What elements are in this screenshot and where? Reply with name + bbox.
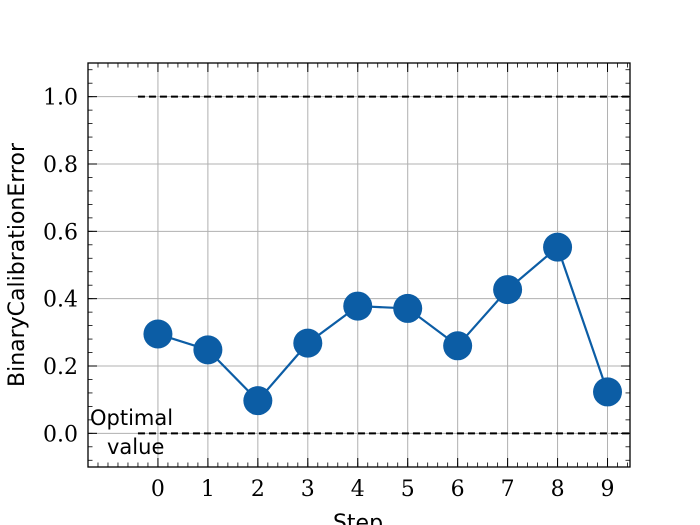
x-tick-labels: 0 1 2 3 4 5 6 7 8 9: [151, 477, 615, 502]
data-point-4: [343, 291, 373, 321]
y-tick-label: 1.0: [43, 86, 78, 111]
x-tick-label: 8: [551, 477, 565, 502]
optimal-annotation-line1: Optimal: [90, 406, 173, 430]
plot-frame: [87, 62, 631, 468]
y-tick-label: 0.8: [43, 153, 78, 178]
data-point-2: [243, 386, 273, 416]
x-tick-label: 0: [151, 477, 165, 502]
x-tick-label: 2: [251, 477, 265, 502]
y-tick-label: 0.4: [43, 288, 78, 313]
reference-lines: [137, 95, 630, 435]
x-tick-label: 5: [401, 477, 415, 502]
x-tick-label: 1: [201, 477, 215, 502]
y-tick-label: 0.2: [43, 355, 78, 380]
x-tick-label: 7: [501, 477, 515, 502]
x-tick-label: 6: [451, 477, 465, 502]
y-tick-labels: 0.0 0.2 0.4 0.6 0.8 1.0: [43, 86, 78, 448]
y-tick-label: 0.6: [43, 220, 78, 245]
data-point-7: [493, 275, 523, 305]
y-tick-label: 0.0: [43, 422, 78, 447]
y-axis-title: BinaryCalibrationError: [5, 142, 30, 387]
data-point-9: [593, 377, 623, 407]
series-line-0: [157, 245, 609, 403]
data-point-6: [443, 331, 473, 361]
data-series: [143, 232, 623, 416]
axis-ticks: [88, 63, 630, 467]
x-tick-label: 9: [601, 477, 615, 502]
optimal-annotation-line2: value: [107, 435, 164, 459]
data-point-0: [143, 319, 173, 349]
data-point-8: [543, 232, 573, 262]
x-tick-label: 3: [301, 477, 315, 502]
x-axis-title: Step: [333, 511, 383, 525]
data-point-5: [393, 293, 423, 323]
plot-border: [87, 62, 631, 468]
x-tick-label: 4: [351, 477, 365, 502]
data-point-1: [193, 335, 223, 365]
data-point-3: [293, 328, 323, 358]
